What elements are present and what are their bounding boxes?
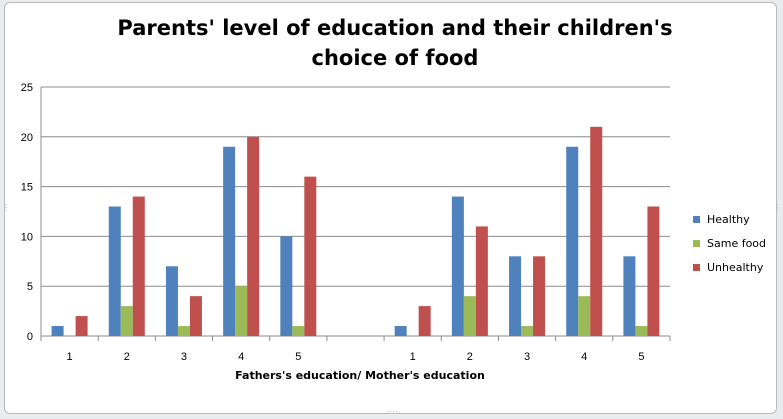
- bar-unhealthy: [132, 196, 145, 336]
- bar-unhealthy: [590, 126, 603, 336]
- bar-healthy: [165, 266, 178, 336]
- legend-item-healthy: Healthy: [693, 212, 766, 226]
- bar-same-food: [521, 326, 534, 336]
- bar-healthy: [623, 256, 636, 336]
- x-tick-label: 4: [581, 351, 587, 363]
- x-tick-label: 5: [295, 351, 301, 363]
- bar-healthy: [394, 326, 407, 336]
- bar-healthy: [223, 146, 236, 336]
- x-tick-label: 1: [410, 351, 416, 363]
- legend-label: Unhealthy: [707, 260, 764, 274]
- legend-label: Healthy: [707, 212, 750, 226]
- bar-same-food: [463, 296, 476, 336]
- bar-unhealthy: [304, 176, 317, 336]
- bar-unhealthy: [475, 226, 488, 336]
- x-axis-title: Fathers's education/ Mother's education: [235, 369, 485, 382]
- y-tick-label: 20: [21, 132, 33, 144]
- bar-healthy: [108, 206, 121, 336]
- x-tick-label: 4: [238, 351, 244, 363]
- resize-handle-left[interactable]: ⋮: [2, 203, 10, 212]
- x-tick-label: 3: [524, 351, 530, 363]
- bar-healthy: [509, 256, 522, 336]
- x-tick-label: 2: [467, 351, 473, 363]
- legend-item-unhealthy: Unhealthy: [693, 260, 766, 274]
- y-tick-label: 10: [21, 231, 33, 243]
- y-tick-label: 0: [27, 331, 33, 343]
- y-tick-label: 15: [21, 182, 33, 194]
- resize-handle-right[interactable]: ⋮: [773, 203, 781, 212]
- x-tick-label: 2: [124, 351, 130, 363]
- x-tick-label: 1: [67, 351, 73, 363]
- bar-same-food: [177, 326, 190, 336]
- legend-label: Same food: [707, 236, 767, 250]
- bar-unhealthy: [418, 306, 431, 336]
- legend: Healthy Same food Unhealthy: [693, 213, 766, 285]
- bar-unhealthy: [75, 316, 88, 336]
- bar-healthy: [51, 326, 64, 336]
- bar-healthy: [451, 196, 464, 336]
- legend-item-same-food: Same food: [693, 236, 767, 250]
- legend-swatch: [693, 239, 700, 247]
- chart-title: Parents' level of education and their ch…: [117, 16, 673, 70]
- bar-unhealthy: [647, 206, 660, 336]
- plot-area: 0 5 10 15 20 25 1 2 3 4 5 1 2 3 4 5: [21, 82, 671, 363]
- x-tick-label: 3: [181, 351, 187, 363]
- bar-unhealthy: [247, 136, 260, 336]
- bar-unhealthy: [533, 256, 546, 336]
- x-tick-label: 5: [638, 351, 644, 363]
- bar-same-food: [120, 306, 133, 336]
- legend-swatch: [693, 263, 700, 271]
- bar-healthy: [280, 236, 293, 336]
- y-tick-label: 25: [21, 82, 33, 94]
- bar-unhealthy: [189, 296, 202, 336]
- bar-same-food: [292, 326, 305, 336]
- bar-same-food: [635, 326, 648, 336]
- legend-swatch: [693, 215, 700, 223]
- resize-handle-bottom[interactable]: ····: [387, 407, 398, 416]
- bar-same-food: [578, 296, 591, 336]
- y-tick-label: 5: [27, 281, 33, 293]
- bar-same-food: [235, 286, 248, 336]
- bar-healthy: [566, 146, 579, 336]
